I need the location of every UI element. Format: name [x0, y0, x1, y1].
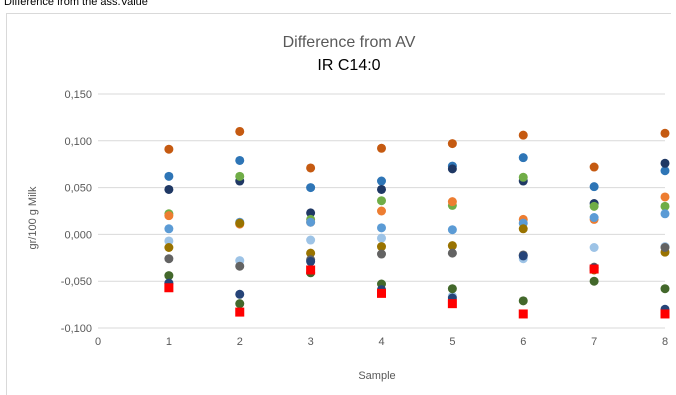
data-point-series-1	[377, 143, 386, 153]
data-points	[164, 126, 670, 319]
data-point-series-9	[660, 243, 670, 253]
data-point-series-2	[589, 182, 599, 192]
x-tick-label: 8	[662, 336, 668, 348]
y-tick-label: 0,000	[64, 229, 92, 241]
y-axis-ticks: -0,100 -0,050 0,000 0,050 0,100 0,150	[61, 89, 92, 335]
data-point-series-4	[235, 171, 245, 181]
data-point-series-3	[306, 208, 316, 218]
data-point-series-1	[164, 144, 174, 154]
y-tick-label: 0,050	[64, 183, 92, 195]
data-point-series-2	[164, 171, 174, 181]
data-point-series-10	[660, 284, 670, 294]
data-point-series-4	[518, 172, 528, 182]
data-point-series-7	[589, 243, 599, 253]
data-point-series-8	[164, 243, 174, 253]
data-point-series-9	[164, 254, 174, 264]
y-tick-label: 0,150	[64, 89, 92, 101]
data-point-series-9	[447, 248, 457, 258]
data-point-series-12	[589, 264, 599, 274]
scatter-chart: Difference from AV IR C14:0 -0,100 -0,050…	[27, 34, 670, 382]
x-axis-ticks: 0 1 2 3 4 5 6 7 8	[95, 336, 668, 348]
data-point-series-2	[306, 183, 316, 193]
x-axis-title: Sample	[358, 370, 395, 382]
data-point-series-1	[518, 130, 528, 140]
data-point-series-11	[235, 289, 245, 299]
data-point-series-1	[235, 126, 245, 136]
data-point-series-3	[447, 164, 457, 174]
chart-title: Difference from AV	[283, 34, 416, 51]
data-point-series-7	[377, 233, 386, 243]
data-point-series-10	[447, 284, 457, 294]
data-point-series-9	[377, 249, 386, 259]
data-point-series-2	[518, 153, 528, 163]
data-point-series-5	[447, 197, 457, 207]
data-point-series-3	[377, 184, 386, 194]
data-point-series-8	[518, 224, 528, 234]
data-point-series-8	[447, 241, 457, 251]
data-point-series-1	[589, 162, 599, 172]
y-tick-label: -0,100	[61, 323, 92, 335]
data-point-series-11	[306, 257, 316, 267]
data-point-series-5	[660, 192, 670, 202]
data-point-series-1	[660, 128, 670, 138]
data-point-series-12	[164, 283, 174, 293]
data-point-series-12	[447, 299, 457, 309]
data-point-series-5	[377, 206, 386, 216]
x-tick-label: 5	[449, 336, 455, 348]
data-point-series-6	[306, 217, 316, 227]
data-point-series-4	[589, 201, 599, 211]
data-point-series-10	[164, 271, 174, 281]
data-point-series-6	[164, 224, 174, 234]
x-tick-label: 0	[95, 336, 101, 348]
chart-area: Difference from AV IR C14:0 -0,100 -0,050…	[6, 13, 671, 395]
data-point-series-6	[447, 225, 457, 235]
data-point-series-1	[447, 139, 457, 149]
data-point-series-2	[235, 155, 245, 165]
data-point-series-1	[306, 163, 316, 173]
data-point-series-12	[518, 309, 528, 319]
chart-header-label: Difference from the ass.Value	[4, 0, 148, 8]
chart-subtitle: IR C14:0	[317, 57, 380, 74]
x-tick-label: 7	[591, 336, 597, 348]
data-point-series-4	[377, 196, 386, 206]
data-point-series-12	[660, 309, 670, 319]
data-point-series-4	[660, 201, 670, 211]
data-point-series-9	[235, 261, 245, 271]
x-tick-label: 6	[520, 336, 526, 348]
x-tick-label: 2	[237, 336, 243, 348]
data-point-series-6	[589, 213, 599, 223]
data-point-series-7	[306, 235, 316, 245]
y-tick-label: -0,050	[61, 276, 92, 288]
x-tick-label: 3	[308, 336, 314, 348]
data-point-series-2	[377, 176, 386, 186]
data-point-series-10	[235, 299, 245, 309]
data-point-series-10	[589, 276, 599, 286]
y-axis-title: gr/100 g Milk	[27, 186, 39, 249]
x-tick-label: 4	[378, 336, 384, 348]
data-point-series-6	[660, 209, 670, 219]
data-point-series-2	[660, 166, 670, 176]
x-tick-label: 1	[166, 336, 172, 348]
data-point-series-6	[377, 223, 386, 233]
data-point-series-12	[306, 265, 316, 275]
data-point-series-12	[235, 307, 245, 317]
y-tick-label: 0,100	[64, 136, 92, 148]
data-point-series-7	[164, 236, 174, 246]
data-point-series-3	[164, 184, 174, 194]
data-point-series-11	[518, 251, 528, 261]
data-point-series-5	[164, 211, 174, 221]
data-point-series-8	[306, 248, 316, 258]
data-point-series-10	[518, 296, 528, 306]
data-point-series-3	[660, 158, 670, 168]
data-point-series-12	[377, 288, 386, 298]
data-point-series-8	[235, 218, 245, 228]
data-point-series-8	[377, 242, 386, 252]
